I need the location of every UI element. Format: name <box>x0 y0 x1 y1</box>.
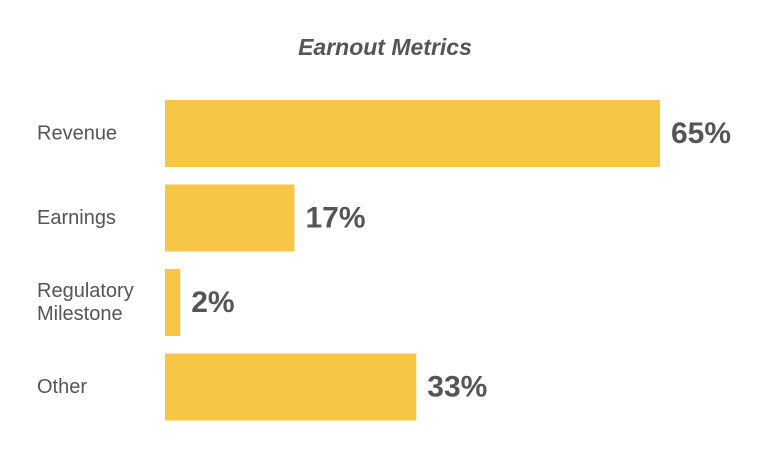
bar <box>165 353 417 421</box>
category-label: Earnings <box>37 207 116 229</box>
bar <box>165 269 181 336</box>
bar-value-label: 65% <box>671 117 731 150</box>
bar <box>165 184 295 252</box>
category-label: Other <box>37 376 87 398</box>
bars-group: 65% Revenue 17% Earnings 2% Regulatory Milesto… <box>37 100 731 421</box>
bar-value-label: 2% <box>191 286 234 319</box>
bar-value-label: 17% <box>305 202 365 235</box>
category-label: Revenue <box>37 123 117 145</box>
bar-value-label: 33% <box>427 371 487 404</box>
chart-title: Earnout Metrics <box>298 34 472 60</box>
bar <box>165 100 660 167</box>
category-label: Regulatory Milestone <box>37 280 134 325</box>
